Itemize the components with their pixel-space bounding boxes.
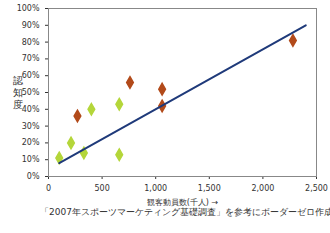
svg-text:100%: 100% (17, 4, 40, 13)
svg-text:2,000: 2,000 (251, 184, 274, 193)
svg-text:認知度: 認知度 (13, 75, 23, 110)
svg-text:10%: 10% (22, 155, 40, 164)
svg-text:500: 500 (94, 184, 109, 193)
svg-text:80%: 80% (22, 38, 40, 47)
svg-text:70%: 70% (22, 54, 40, 63)
svg-text:1,000: 1,000 (144, 184, 167, 193)
svg-text:2,500: 2,500 (305, 184, 328, 193)
svg-text:20%: 20% (22, 138, 40, 147)
svg-text:40%: 40% (22, 105, 40, 114)
svg-text:0: 0 (46, 184, 51, 193)
svg-text:0%: 0% (27, 172, 40, 181)
svg-text:1,500: 1,500 (198, 184, 221, 193)
svg-text:90%: 90% (22, 21, 40, 30)
svg-text:30%: 30% (22, 122, 40, 131)
svg-text:60%: 60% (22, 71, 40, 80)
svg-text:50%: 50% (22, 88, 40, 97)
svg-text:観客動員数(千人) →: 観客動員数(千人) → (147, 198, 219, 207)
